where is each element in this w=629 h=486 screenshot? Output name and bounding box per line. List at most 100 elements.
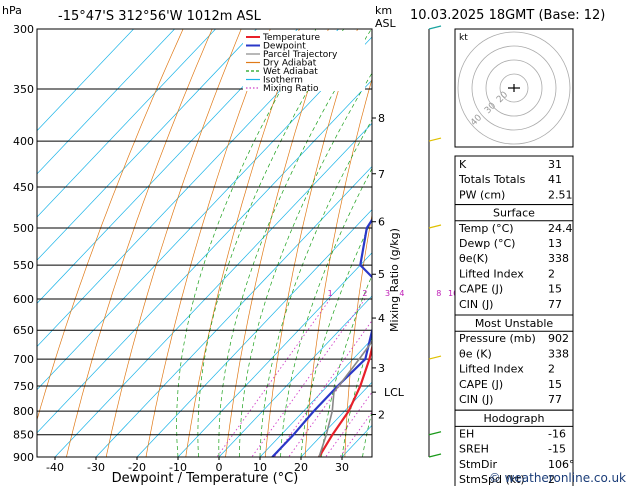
mixing-ratio-label: 10: [448, 289, 458, 298]
temperature-tick-label: -40: [46, 461, 64, 474]
most-unstable-row-label: Lifted Index: [459, 363, 524, 376]
indices-row-value: 41: [548, 173, 562, 186]
pressure-tick-label: 450: [13, 181, 34, 194]
mixing-ratio-label: 3: [385, 289, 390, 298]
temperature-tick-label: 10: [253, 461, 267, 474]
most-unstable-row-label: CAPE (J): [459, 378, 503, 391]
series-parcel-trajectory: [318, 340, 372, 457]
pressure-tick-label: 550: [13, 259, 34, 272]
wind-barb: [428, 25, 442, 30]
surface-row-value: 15: [548, 283, 562, 296]
surface-row-label: Lifted Index: [459, 267, 524, 280]
pressure-tick-label: 600: [13, 293, 34, 306]
altitude-tick-label: 2: [378, 409, 385, 422]
pressure-tick-labels: 300 350 400 450 500 550 600 650 700 750 800 850 900: [13, 23, 34, 464]
asl-label: ASL: [375, 17, 397, 30]
series-temperature: [318, 343, 372, 457]
isotherm-line: [37, 29, 298, 304]
most-unstable-row-value: 338: [548, 347, 569, 360]
mixing-ratio-label: 4: [399, 289, 404, 298]
indices-row-label: PW (cm): [459, 188, 505, 201]
surface-row-value: 77: [548, 298, 562, 311]
dry-adiabat-line: [605, 29, 623, 457]
most-unstable-row-value: 77: [548, 393, 562, 406]
isotherm-line: [37, 29, 134, 132]
pressure-tick-label: 400: [13, 135, 34, 148]
isotherm-line: [37, 29, 216, 218]
altitude-tick-label: 7: [378, 168, 385, 181]
indices-row-value: 2.51: [548, 188, 573, 201]
surface-row-value: 24.4: [548, 222, 573, 235]
stability-tables: K 31 Totals Totals 41 PW (cm) 2.51 Surface Temp…: [454, 155, 575, 486]
most-unstable-row-label: CIN (J): [459, 393, 493, 406]
hodograph-kt-label: kt: [459, 33, 468, 43]
surface-row-label: θe(K): [459, 252, 488, 265]
dry-adiabat-line: [66, 29, 213, 457]
hpa-label: hPa: [2, 4, 22, 17]
temperature-tick-label: 30: [335, 461, 349, 474]
mixing-ratio-axis-title: Mixing Ratio (g/kg): [388, 228, 401, 332]
surface-row-value: 2: [548, 267, 555, 280]
surface-row-label: Dewp (°C): [459, 237, 515, 250]
hodograph-table-box: [454, 409, 574, 486]
legend-label: Dry Adiabat: [263, 59, 317, 69]
series-dewpoint: [271, 217, 372, 457]
legend-label: Dewpoint: [263, 42, 306, 52]
pressure-tick-label: 500: [13, 222, 34, 235]
mixing-ratio-line: [274, 319, 372, 457]
km-label: km: [375, 4, 392, 17]
mixing-ratio-label: 1: [328, 289, 333, 298]
mixing-ratio-label: 8: [436, 289, 441, 298]
mixing-ratio-label: 2: [362, 289, 367, 298]
surface-row-label: Temp (°C): [458, 222, 514, 235]
wind-barb: [428, 137, 442, 142]
pressure-tick-label: 850: [13, 429, 34, 442]
hodograph-table-title: Hodograph: [484, 412, 545, 425]
most-unstable-row-value: 15: [548, 378, 562, 391]
mixing-ratio-line: [216, 298, 331, 457]
isotherm-line: [37, 29, 257, 261]
datetime-title: 10.03.2025 18GMT (Base: 12): [410, 8, 605, 23]
hodograph-ring: [457, 31, 571, 145]
lcl-label: LCL: [384, 386, 405, 399]
hodograph-ring: [471, 45, 557, 131]
wind-barb: [428, 431, 442, 436]
dry-adiabat-line: [145, 29, 271, 457]
indices-row-label: K: [459, 158, 467, 171]
legend-label: Isotherm: [263, 76, 303, 86]
indices-row-label: Totals Totals: [458, 173, 526, 186]
legend-label: Parcel Trajectory: [263, 50, 338, 60]
hodograph-table-row-value: -16: [548, 427, 566, 440]
isobar-lines: [37, 28, 372, 458]
legend-label: Mixing Ratio: [263, 84, 319, 94]
isotherm-line: [37, 29, 339, 347]
hodograph-table-row-value: 106°: [548, 458, 575, 471]
most-unstable-row-label: θe (K): [459, 347, 492, 360]
plot-frame: [36, 28, 373, 458]
pressure-tick-label: 700: [13, 353, 34, 366]
most-unstable-row-value: 902: [548, 332, 569, 345]
hodograph-table-row-value: -15: [548, 443, 566, 456]
altitude-tick-label: 3: [378, 362, 385, 375]
copyright: © weatheronline.co.uk: [489, 471, 626, 485]
pressure-tick-label: 300: [13, 23, 34, 36]
dry-adiabat-line: [37, 29, 184, 421]
profile-lines: [271, 217, 372, 457]
mixing-ratio-line: [251, 298, 366, 457]
altitude-tick-label: 8: [378, 112, 385, 125]
wind-barb: [428, 224, 442, 229]
temperature-tick-label: 0: [216, 461, 223, 474]
dry-adiabat-line: [344, 212, 372, 457]
legend-label: Wet Adiabat: [263, 67, 318, 77]
wind-barb: [428, 355, 442, 360]
temperature-tick-label: 20: [294, 461, 308, 474]
most-unstable-row-value: 2: [548, 363, 555, 376]
altitude-tick-label: 4: [378, 312, 385, 325]
pressure-tick-label: 350: [13, 83, 34, 96]
hodograph-table-row-label: SREH: [459, 443, 489, 456]
